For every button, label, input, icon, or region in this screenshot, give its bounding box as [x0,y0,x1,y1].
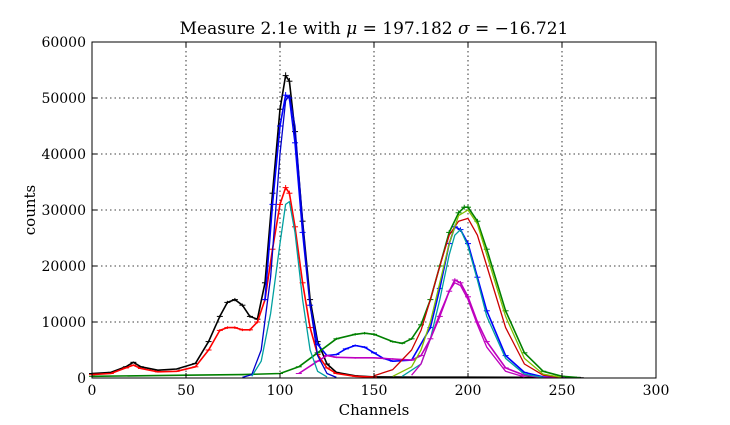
chart-title: Measure 2.1e with μ = 197.182 σ = −16.72… [180,19,569,39]
series-line [373,217,563,379]
grid [92,42,656,378]
series-errorbar-1 [89,185,377,378]
series-layer [89,72,584,379]
x-tick-label: 150 [361,383,388,399]
x-tick-label: 50 [177,383,195,399]
series-line [411,282,525,378]
y-tick-label: 20000 [41,259,86,275]
series-line [264,94,563,379]
series-line [392,209,563,379]
y-tick-label: 40000 [41,147,86,163]
x-tick-label: 300 [643,383,670,399]
series-fit-2 [373,217,563,379]
y-tick-label: 10000 [41,315,86,331]
series-fit-1 [251,200,328,378]
x-tick-label: 250 [549,383,576,399]
x-tick-label: 0 [88,383,97,399]
series-fit-5 [411,282,525,378]
y-tick-label: 0 [77,371,86,387]
y-tick-label: 30000 [41,203,86,219]
series-errorbar-3 [89,204,581,379]
x-tick-label: 200 [455,383,482,399]
y-tick-label: 60000 [41,35,86,51]
x-tick-label: 100 [267,383,294,399]
series-errorbar-0 [89,72,584,379]
series-line [242,94,337,379]
y-tick-label: 50000 [41,91,86,107]
series-line [91,186,375,378]
series-line [251,200,328,378]
x-axis-label: Channels [339,401,410,419]
series-fit-0 [242,94,337,379]
y-axis-label: counts [21,185,39,235]
series-fit-4 [392,209,563,379]
series-errorbar-4 [295,278,565,379]
ticks: 0 50 100 150 200 250 300 0 10000 20000 30000 40000 5… [41,35,669,399]
